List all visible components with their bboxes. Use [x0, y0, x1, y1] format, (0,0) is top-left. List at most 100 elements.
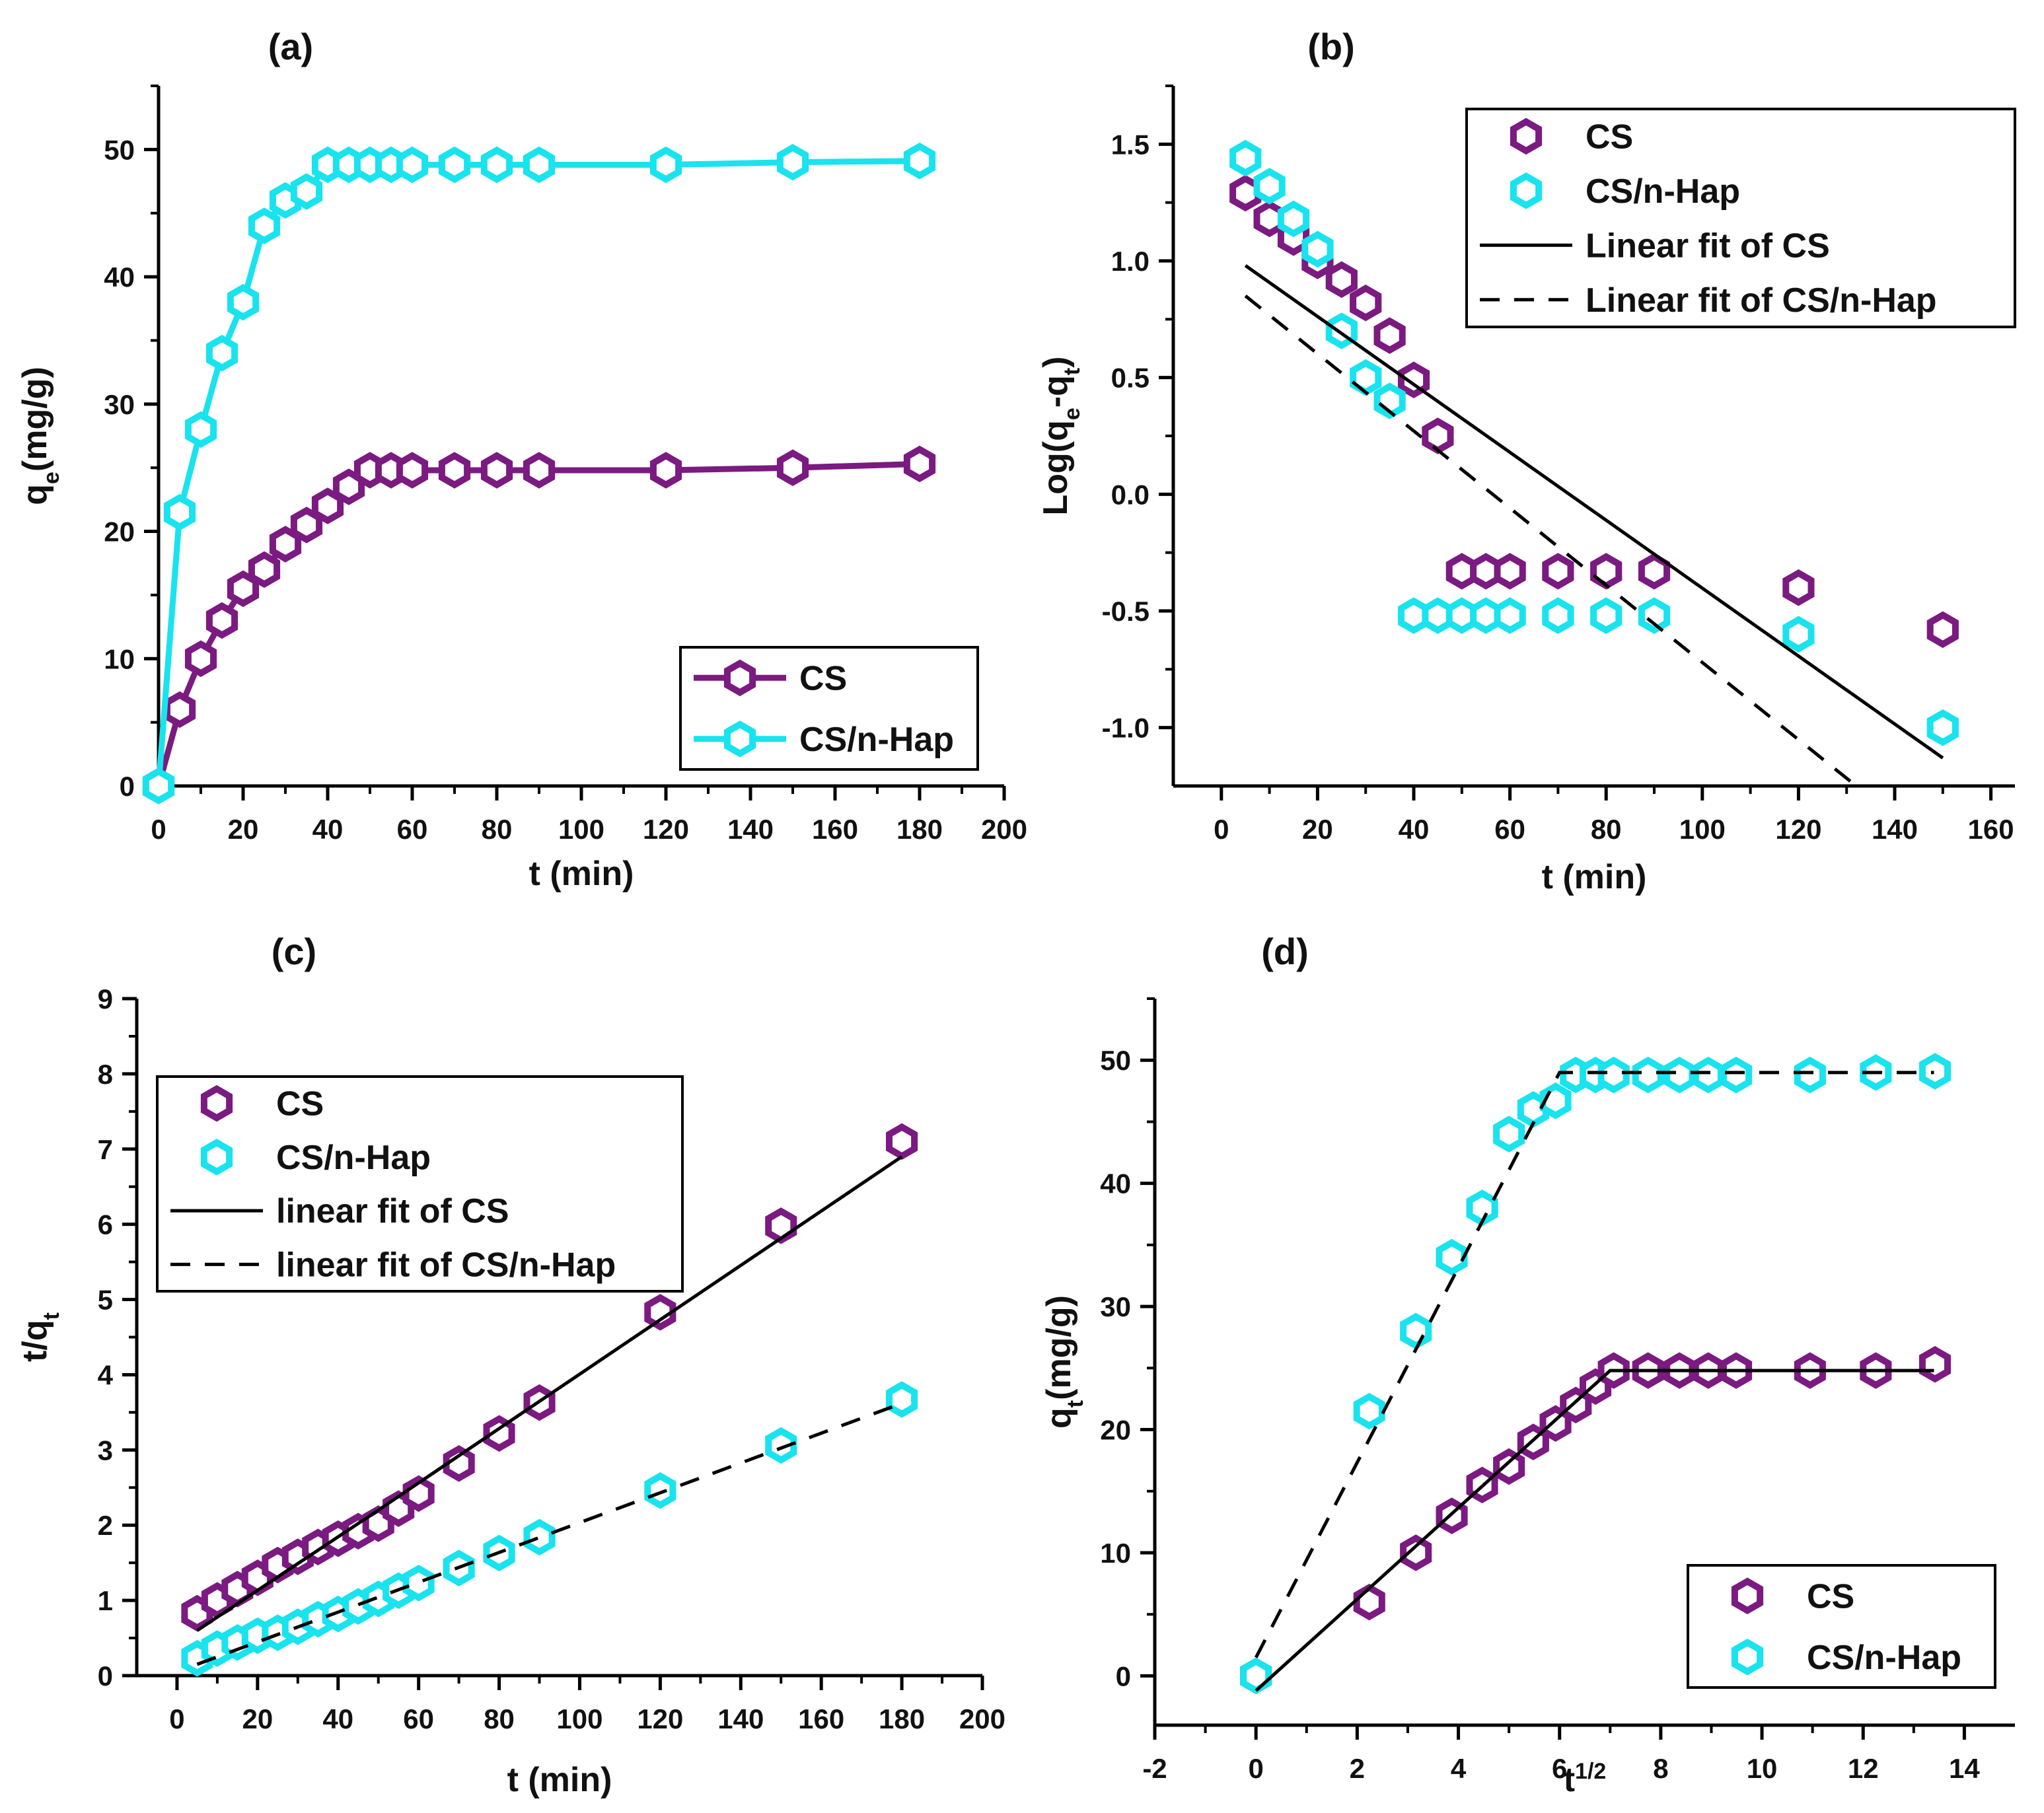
x-tick-label: 180: [879, 1703, 925, 1734]
data-point: [1542, 597, 1574, 634]
data-point: [1350, 359, 1382, 396]
data-point: [903, 142, 936, 180]
legend-label: Linear fit of CS: [1586, 227, 1830, 265]
x-tick-label: 100: [556, 1703, 602, 1734]
axis-title-part: t (min): [1542, 858, 1647, 896]
data-point: [480, 146, 513, 184]
data-point: [1692, 1056, 1724, 1094]
legend-marker: [1510, 118, 1543, 155]
x-tick-label: 20: [1302, 814, 1333, 845]
data-point: [886, 1381, 918, 1418]
legend-label: CS/n-Hap: [1586, 172, 1740, 211]
x-tick-label: 0: [1248, 1753, 1263, 1784]
y-tick-label: 40: [104, 262, 135, 293]
fit-line-3: [196, 1402, 902, 1666]
data-point: [480, 452, 513, 489]
x-axis-title: t (min): [507, 1761, 612, 1799]
data-point: [1253, 168, 1286, 205]
legend-marker: [723, 721, 756, 758]
data-point: [205, 334, 238, 372]
x-tick-label: 100: [558, 814, 604, 845]
x-axis-title: t1/2: [1564, 1759, 1607, 1799]
x-tick-label: 40: [322, 1703, 353, 1734]
y-tick-label: 40: [1100, 1168, 1131, 1199]
y-tick-label: 3: [98, 1435, 113, 1466]
panel-label: (b): [1307, 26, 1355, 67]
axis-title-part: q: [16, 484, 54, 505]
axis-title-part: Log(q: [1037, 420, 1075, 515]
data-point: [1494, 553, 1526, 590]
y-tick-label: 50: [1100, 1045, 1131, 1076]
data-point: [1918, 1345, 1951, 1383]
data-point: [438, 146, 471, 184]
x-tick-label: 140: [727, 814, 774, 845]
x-tick-label: 60: [397, 814, 428, 845]
x-tick-label: 200: [981, 814, 1027, 845]
legend-label: CS: [276, 1085, 324, 1123]
legend-label: CS: [1586, 118, 1633, 156]
y-axis-title: Log(qe-qt): [1037, 356, 1085, 515]
y-tick-label: 5: [98, 1285, 113, 1316]
data-point: [1494, 597, 1526, 634]
legend-marker: [1510, 172, 1543, 209]
axis-title-part: t/q: [16, 1320, 54, 1362]
y-tick-label: -0.5: [1102, 596, 1150, 627]
x-tick-label: 8: [1653, 1753, 1668, 1784]
axis-title-part: ): [1037, 356, 1075, 367]
data-point: [1632, 1056, 1664, 1094]
axis-title-part: 1/2: [1575, 1759, 1606, 1784]
legend-label: linear fit of CS/n-Hap: [276, 1246, 616, 1284]
data-point: [184, 640, 217, 678]
chart-panel-a: (a) 0 20 40 60 80 100 120 140 160 180 200 0 10 20 30 40 5…: [16, 26, 1027, 893]
fit-line-2: [196, 1155, 903, 1632]
y-tick-label: 6: [98, 1209, 113, 1240]
data-point: [248, 551, 281, 588]
legend-label: CS: [1807, 1577, 1854, 1616]
x-tick-label: 14: [1949, 1753, 1980, 1784]
y-tick-label: 4: [98, 1359, 114, 1390]
x-tick-label: 0: [151, 814, 166, 845]
legend-label: CS/n-Hap: [276, 1139, 431, 1177]
x-tick-label: 60: [1494, 814, 1525, 845]
x-axis-title: t (min): [1542, 858, 1647, 896]
data-point: [1542, 553, 1574, 590]
data-point: [227, 283, 260, 321]
panel-label: (a): [268, 26, 313, 67]
axis-title-part: q: [1040, 1407, 1078, 1429]
x-tick-label: 80: [484, 1703, 515, 1734]
x-tick-label: 60: [403, 1703, 434, 1734]
x-tick-label: 100: [1679, 814, 1726, 845]
x-tick-label: 0: [1214, 814, 1229, 845]
y-tick-label: 7: [98, 1134, 113, 1165]
y-tick-label: 30: [1100, 1291, 1131, 1322]
x-tick-label: 12: [1848, 1753, 1879, 1784]
axis-title-part: t: [1060, 368, 1085, 375]
data-point: [523, 1518, 556, 1556]
x-tick-label: 160: [798, 1703, 844, 1734]
y-tick-label: 0.5: [1111, 363, 1150, 394]
x-tick-label: 120: [1775, 814, 1821, 845]
data-point: [1918, 1053, 1951, 1090]
x-tick-label: 120: [643, 814, 689, 845]
data-point: [1926, 611, 1959, 649]
y-axis-title: t/qt: [16, 1312, 64, 1362]
data-point: [1926, 709, 1959, 746]
data-point: [248, 207, 281, 244]
x-axis-title: t (min): [529, 855, 634, 893]
legend-marker: [1731, 1639, 1764, 1676]
data-point: [1663, 1056, 1696, 1094]
y-tick-label: 2: [98, 1510, 113, 1541]
legend-box: [1465, 108, 2016, 328]
legend-label: linear fit of CS: [276, 1192, 509, 1230]
data-point: [644, 1294, 676, 1331]
data-point: [1782, 569, 1815, 606]
chart-panel-c: (c) 0 20 40 60 80 100 120 140 160 180 200 0 1 2 3 4 5 6 7 8 9…: [16, 931, 1005, 1799]
y-tick-label: 1: [98, 1585, 113, 1616]
data-point: [1400, 1534, 1432, 1571]
x-tick-label: 20: [228, 814, 259, 845]
axis-title-part: t (min): [507, 1761, 612, 1799]
legend-marker: [1731, 1577, 1764, 1615]
legend-label: CS: [799, 659, 847, 697]
data-point: [1277, 200, 1310, 238]
